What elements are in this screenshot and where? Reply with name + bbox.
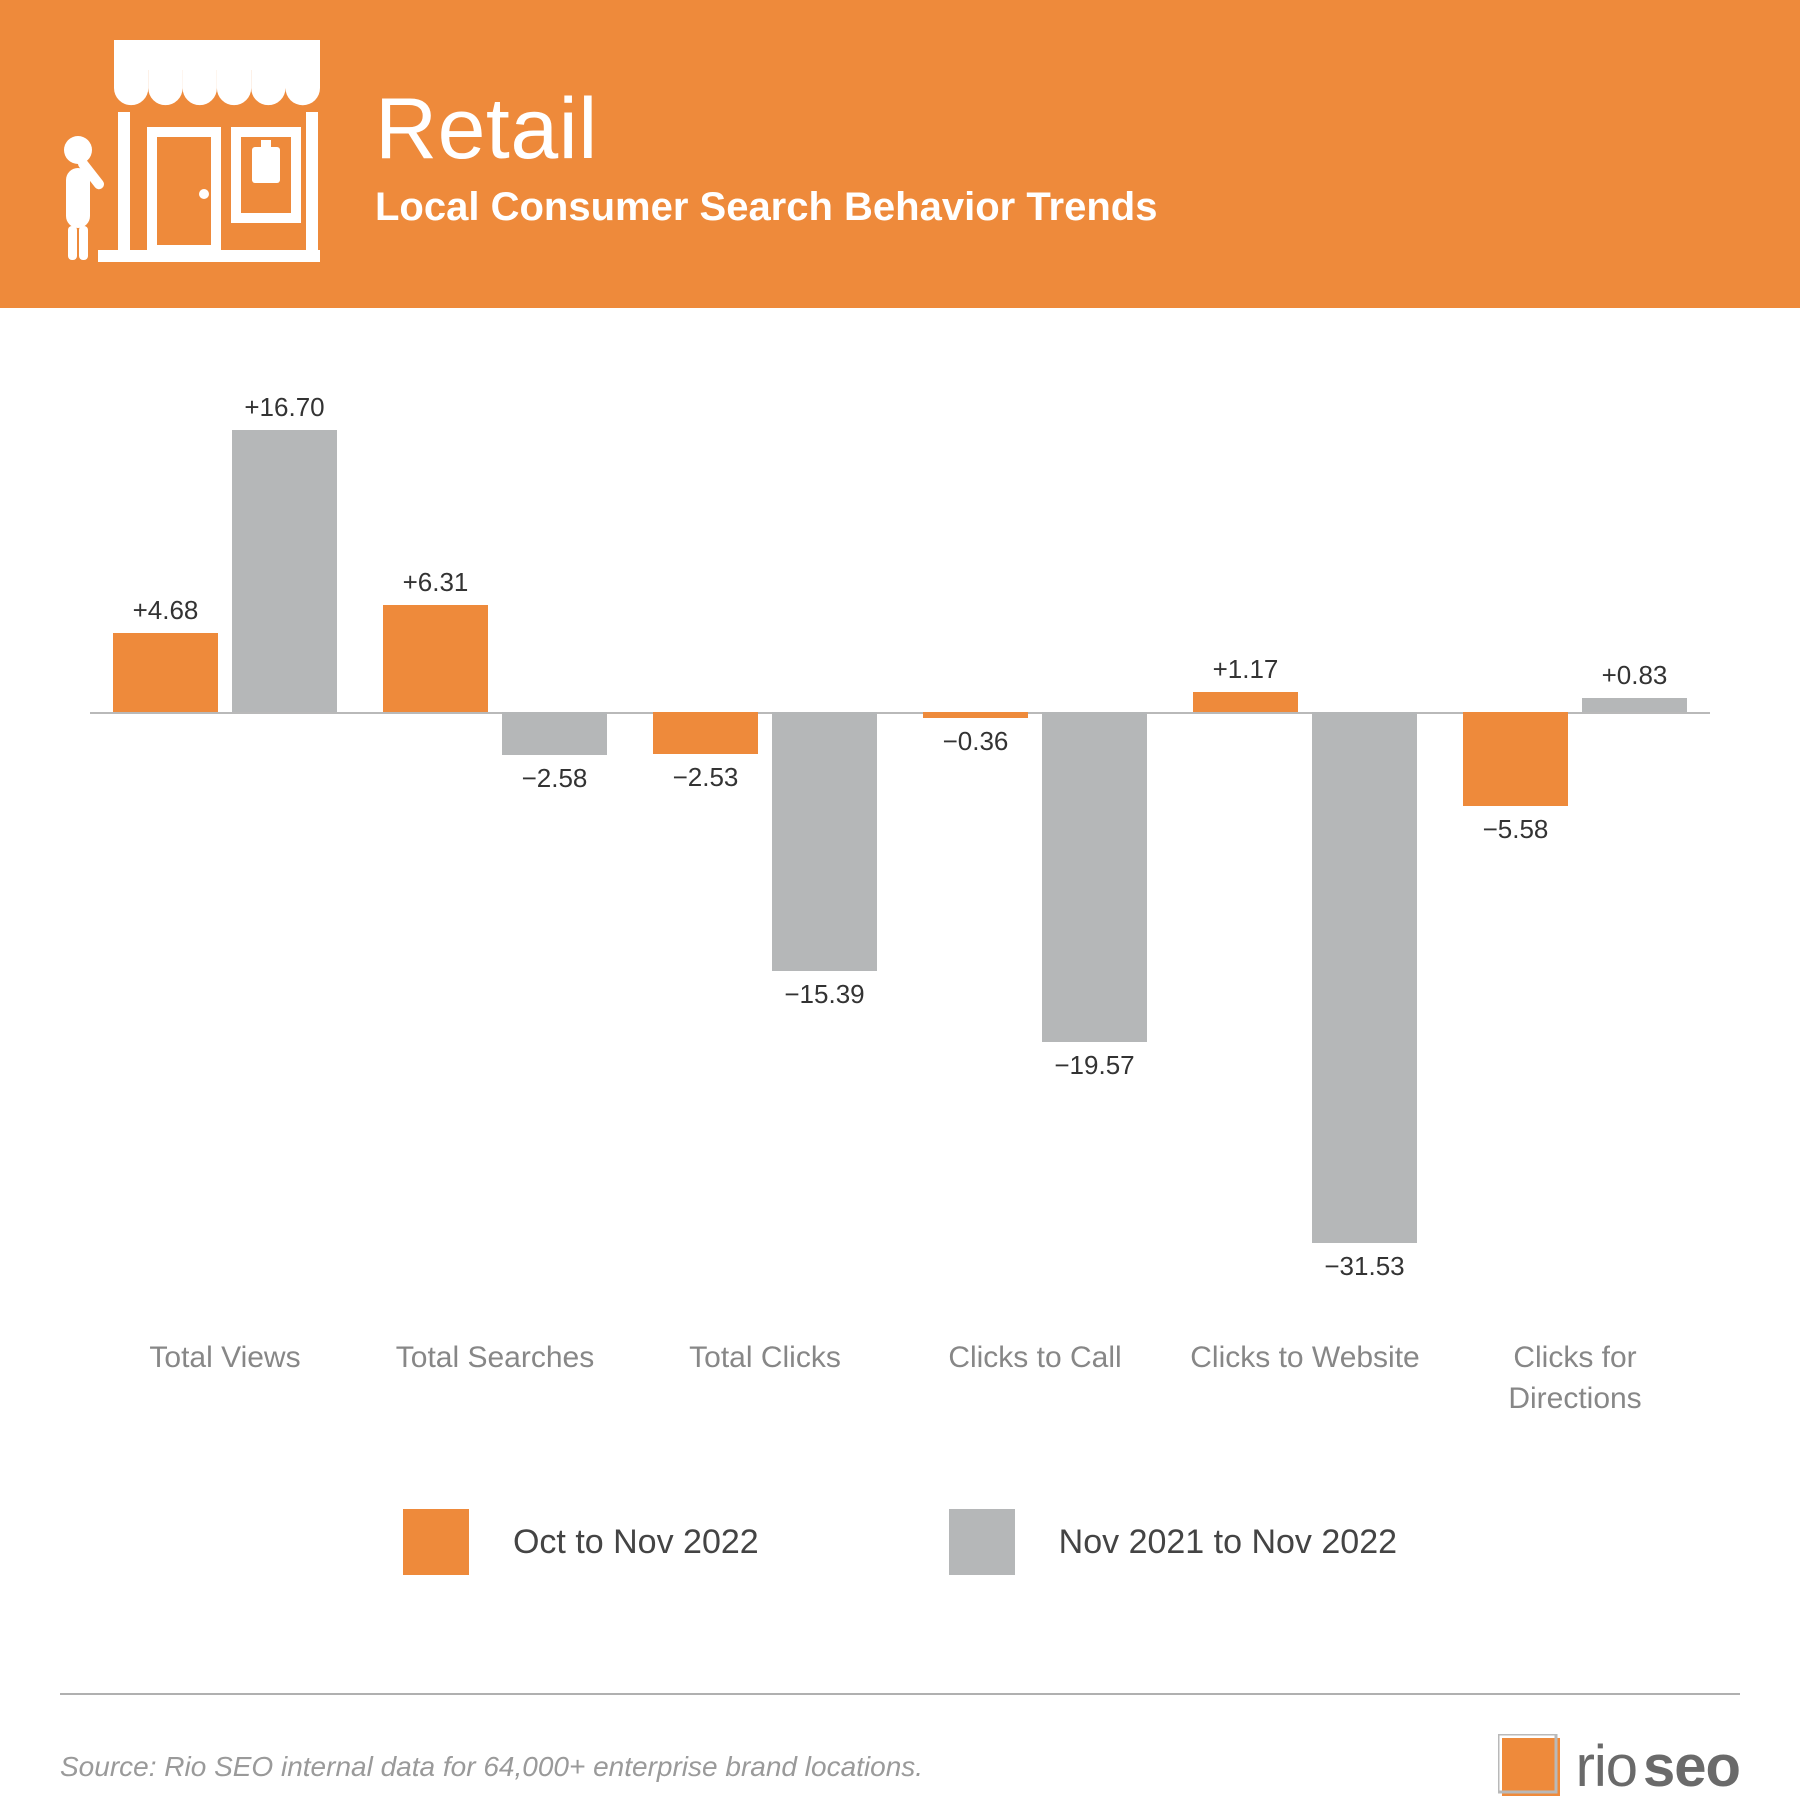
legend-swatch-2 — [949, 1509, 1015, 1575]
logo: rio seo — [1498, 1733, 1740, 1800]
bar-value-label: −5.58 — [1446, 814, 1586, 845]
bar-chart: +4.68+16.70+6.31−2.58−2.53−15.39−0.36−19… — [90, 408, 1710, 1268]
category-row: Total ViewsTotal SearchesTotal ClicksCli… — [90, 1338, 1710, 1419]
bar — [923, 712, 1028, 718]
bar — [1042, 712, 1147, 1042]
storefront-icon — [60, 40, 320, 270]
bar — [653, 712, 758, 755]
bar-value-label: −2.58 — [485, 763, 625, 794]
logo-text-rio: rio — [1576, 1733, 1637, 1800]
category-label: Total Clicks — [630, 1338, 900, 1419]
legend: Oct to Nov 2022 Nov 2021 to Nov 2022 — [90, 1509, 1710, 1575]
legend-swatch-1 — [403, 1509, 469, 1575]
infographic-root: Retail Local Consumer Search Behavior Tr… — [0, 0, 1800, 1800]
source-text: Source: Rio SEO internal data for 64,000… — [60, 1751, 923, 1783]
legend-label-1: Oct to Nov 2022 — [513, 1523, 759, 1562]
bar — [772, 712, 877, 972]
bar — [1582, 698, 1687, 712]
category-label: Clicks forDirections — [1440, 1338, 1710, 1419]
footer: Source: Rio SEO internal data for 64,000… — [60, 1693, 1740, 1800]
logo-text: rio seo — [1576, 1733, 1740, 1800]
bar-value-label: +4.68 — [96, 595, 236, 626]
logo-mark-icon — [1498, 1734, 1564, 1800]
category-label: Total Views — [90, 1338, 360, 1419]
bar-value-label: −19.57 — [1025, 1050, 1165, 1081]
header-title: Retail — [375, 80, 1157, 179]
bar-value-label: +0.83 — [1565, 660, 1705, 691]
bar-value-label: +1.17 — [1176, 654, 1316, 685]
bar-value-label: −0.36 — [906, 726, 1046, 757]
bar — [1463, 712, 1568, 806]
bar-value-label: −31.53 — [1295, 1251, 1435, 1282]
header-band: Retail Local Consumer Search Behavior Tr… — [0, 0, 1800, 308]
bar-value-label: +16.70 — [215, 392, 355, 423]
chart-area: +4.68 +16.70 +6.31 −2.58 −2.53 −15.39 −0.36 −19… — [0, 308, 1800, 1633]
category-label: Total Searches — [360, 1338, 630, 1419]
bar — [232, 430, 337, 712]
bar — [502, 712, 607, 756]
category-label: Clicks to Call — [900, 1338, 1170, 1419]
bar-value-label: +6.31 — [366, 567, 506, 598]
bar — [1312, 712, 1417, 1244]
header-text: Retail Local Consumer Search Behavior Tr… — [375, 80, 1157, 230]
bar-value-label: −2.53 — [636, 762, 776, 793]
header-subtitle: Local Consumer Search Behavior Trends — [375, 185, 1157, 230]
logo-text-seo: seo — [1643, 1733, 1740, 1800]
legend-item-series2: Nov 2021 to Nov 2022 — [949, 1509, 1397, 1575]
legend-item-series1: Oct to Nov 2022 — [403, 1509, 759, 1575]
bar — [383, 605, 488, 711]
bar — [1193, 692, 1298, 712]
legend-label-2: Nov 2021 to Nov 2022 — [1059, 1523, 1397, 1562]
category-label: Clicks to Website — [1170, 1338, 1440, 1419]
bar-value-label: −15.39 — [755, 979, 895, 1010]
bar — [113, 633, 218, 712]
